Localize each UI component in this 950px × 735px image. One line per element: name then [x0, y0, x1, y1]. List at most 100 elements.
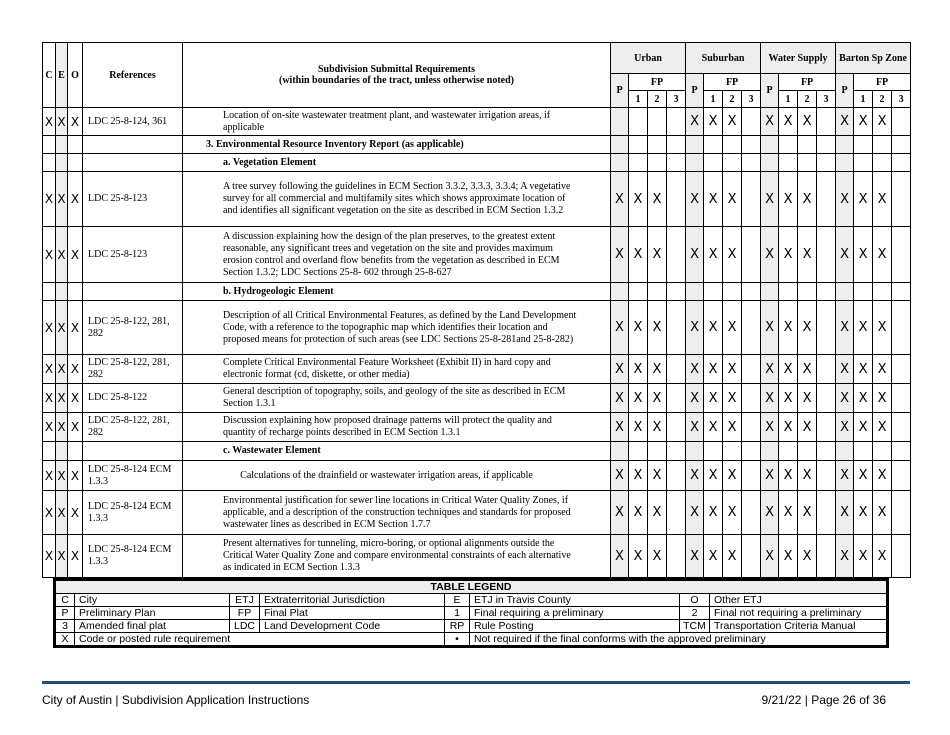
- requirement-cell: Location of on-site wastewater treatment…: [182, 107, 611, 136]
- urban-fp1-header: 1: [628, 90, 648, 108]
- reference-cell: LDC 25-8-122, 281, 282: [82, 412, 183, 442]
- water-supply-fp1-mark: X: [778, 226, 799, 283]
- suburban-fp1-mark: X: [703, 383, 724, 413]
- etj-travis-mark: X: [55, 171, 68, 227]
- barton-springs-zone-fp2-mark: X: [872, 383, 893, 413]
- city-mark: X: [42, 107, 56, 136]
- water-supply-p-mark: X: [760, 460, 780, 491]
- water-supply-fp1-mark: X: [778, 460, 799, 491]
- barton-springs-zone-p-mark: X: [835, 412, 855, 442]
- city-mark: X: [42, 412, 56, 442]
- urban-p-mark: X: [610, 460, 629, 491]
- legend-desc: Final Plat: [259, 606, 445, 620]
- table-row: X X X LDC 25-8-124 ECM 1.3.3 Calculations of…: [42, 460, 912, 491]
- barton-springs-zone-fp3-mark: [891, 226, 912, 283]
- urban-fp3-mark: [665, 412, 687, 442]
- legend-desc: Rule Posting: [469, 619, 680, 633]
- water-supply-fp3-mark: [816, 300, 837, 355]
- legend-key: LDC: [229, 619, 260, 633]
- water-supply-p-mark: X: [760, 412, 780, 442]
- suburban-fp3-mark: [741, 490, 762, 535]
- table-row: X X X LDC 25-8-124 ECM 1.3.3 Present alterna…: [42, 534, 912, 578]
- suburban-fp3-mark: [741, 383, 762, 413]
- reference-cell: LDC 25-8-123: [82, 226, 183, 283]
- etj-travis-mark: X: [55, 354, 68, 384]
- section-heading-row: 3. Environmental Resource Inventory Repo…: [42, 135, 912, 154]
- barton-springs-zone-fp1-mark: X: [853, 490, 874, 535]
- urban-fp1-mark: [628, 107, 648, 136]
- urban-fp2-mark: X: [647, 300, 667, 355]
- barton-springs-zone-fp3-mark: [891, 354, 912, 384]
- suburban-fp2-mark: X: [722, 226, 743, 283]
- suburban-fp2-mark: X: [722, 412, 743, 442]
- water-supply-fp3-mark: [816, 226, 837, 283]
- suburban-p-mark: X: [685, 412, 705, 442]
- suburban-p-mark: X: [685, 226, 705, 283]
- urban-fp3-mark: [665, 226, 687, 283]
- reference-cell: LDC 25-8-124 ECM 1.3.3: [82, 490, 183, 535]
- barton-springs-zone-p-mark: X: [835, 534, 855, 578]
- legend-desc: Extraterritorial Jurisdiction: [259, 593, 445, 607]
- requirement-cell: A tree survey following the guidelines i…: [182, 171, 611, 227]
- water-supply-fp3-mark: [816, 354, 837, 384]
- suburban-fp2-mark: X: [722, 300, 743, 355]
- requirements-title: Subdivision Submittal Requirements: [317, 64, 476, 75]
- legend-key: O: [679, 593, 710, 607]
- col-header-c: C: [42, 42, 56, 108]
- water-supply-fp1-mark: X: [778, 107, 799, 136]
- water-supply-p-mark: X: [760, 534, 780, 578]
- suburban-fp1-mark: X: [703, 226, 724, 283]
- barton-springs-zone-fp1-header: 1: [853, 90, 874, 108]
- barton-springs-zone-fp2-mark: X: [872, 534, 893, 578]
- urban-fp1-mark: X: [628, 383, 648, 413]
- water-supply-fp2-mark: X: [797, 534, 818, 578]
- section-heading-row: c. Wastewater Element: [42, 441, 912, 461]
- suburban-fp1-mark: X: [703, 300, 724, 355]
- water-supply-fp3-mark: [816, 490, 837, 535]
- other-etj-mark: X: [67, 383, 83, 413]
- suburban-fp3-header: 3: [741, 90, 762, 108]
- barton-springs-zone-fp1-mark: X: [853, 107, 874, 136]
- legend-desc: Code or posted rule requirement: [74, 632, 445, 647]
- city-mark: X: [42, 300, 56, 355]
- table-legend: TABLE LEGEND C City ETJ Extraterritorial Ju…: [53, 578, 889, 648]
- other-etj-mark: X: [67, 412, 83, 442]
- water-supply-fp3-mark: [816, 534, 837, 578]
- urban-fp2-mark: X: [647, 383, 667, 413]
- col-header-o: O: [67, 42, 83, 108]
- urban-fp1-mark: X: [628, 171, 648, 227]
- requirement-cell: Calculations of the drainfield or wastew…: [182, 460, 611, 491]
- barton-springs-zone-fp2-mark: X: [872, 107, 893, 136]
- suburban-fp2-mark: X: [722, 490, 743, 535]
- reference-cell: LDC 25-8-124, 361: [82, 107, 183, 136]
- legend-row: P Preliminary Plan FP Final Plat 1 Final requ…: [54, 606, 888, 620]
- suburban-p-mark: X: [685, 490, 705, 535]
- legend-title: TABLE LEGEND: [54, 579, 888, 594]
- legend-key: 1: [444, 606, 470, 620]
- requirements-subtitle: (within boundaries of the tract, unless …: [279, 75, 514, 86]
- urban-p-mark: X: [610, 534, 629, 578]
- footer-left: City of Austin | Subdivision Application…: [42, 693, 310, 707]
- barton-springs-zone-fp3-header: 3: [891, 90, 912, 108]
- barton-springs-zone-p-mark: X: [835, 460, 855, 491]
- other-etj-mark: X: [67, 300, 83, 355]
- barton-springs-zone-fp1-mark: X: [853, 171, 874, 227]
- requirement-cell: Description of all Critical Environmenta…: [182, 300, 611, 355]
- barton-springs-zone-p-mark: X: [835, 171, 855, 227]
- suburban-p-mark: X: [685, 107, 705, 136]
- suburban-fp1-mark: X: [703, 354, 724, 384]
- reference-cell: LDC 25-8-124 ECM 1.3.3: [82, 534, 183, 578]
- legend-desc: City: [74, 593, 230, 607]
- water-supply-fp1-mark: X: [778, 490, 799, 535]
- legend-key: ETJ: [229, 593, 260, 607]
- footer-page: 9/21/22 | Page 26 of 36: [761, 693, 886, 707]
- suburban-fp1-mark: X: [703, 107, 724, 136]
- suburban-p-header: P: [685, 73, 705, 108]
- urban-fp2-mark: X: [647, 490, 667, 535]
- urban-fp3-header: 3: [665, 90, 687, 108]
- barton-springs-zone-fp1-mark: X: [853, 460, 874, 491]
- urban-fp2-mark: X: [647, 354, 667, 384]
- water-supply-fp2-mark: X: [797, 354, 818, 384]
- urban-fp1-mark: X: [628, 490, 648, 535]
- suburban-fp1-header: 1: [703, 90, 724, 108]
